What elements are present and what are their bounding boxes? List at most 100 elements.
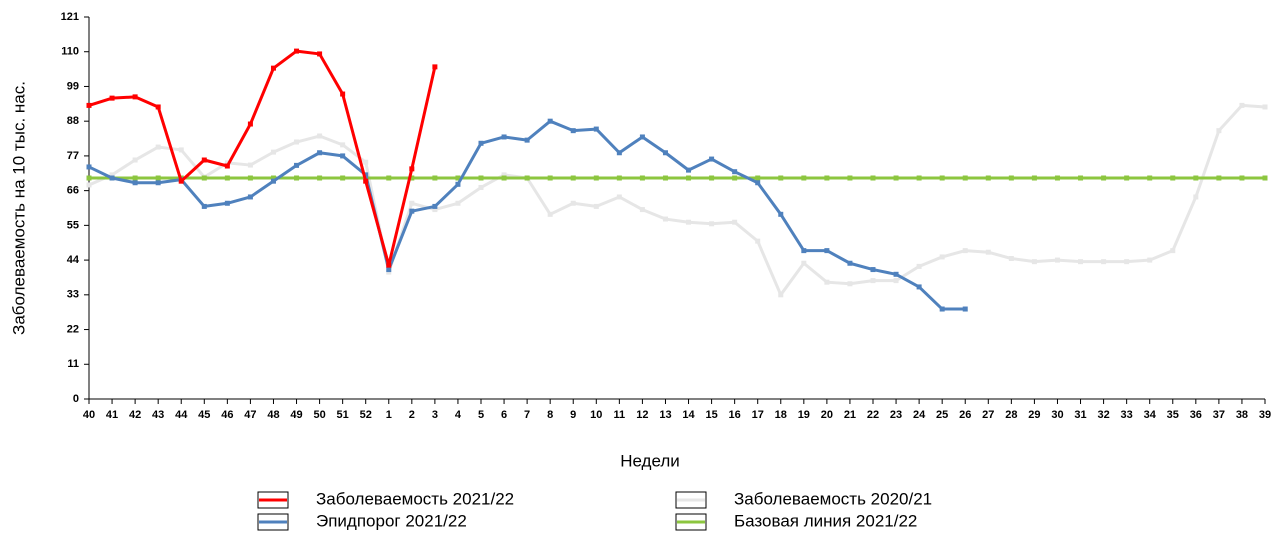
y-tick-label: 77 [67, 150, 79, 162]
data-point [155, 180, 161, 186]
x-tick-label: 20 [821, 409, 833, 421]
data-point [247, 121, 253, 127]
data-point [432, 64, 438, 70]
data-point [824, 175, 830, 181]
data-point [455, 200, 461, 206]
x-tick-label: 15 [705, 409, 717, 421]
data-point [432, 203, 438, 209]
data-point [801, 175, 807, 181]
x-tick-label: 39 [1259, 409, 1271, 421]
x-tick-label: 10 [590, 409, 602, 421]
data-point [478, 184, 484, 190]
series-line [88, 49, 437, 267]
data-point [109, 175, 115, 181]
x-tick-label: 38 [1236, 409, 1248, 421]
x-tick-label: 33 [1121, 409, 1133, 421]
x-tick-label: 9 [570, 409, 576, 421]
data-point [501, 175, 507, 181]
data-point [870, 175, 876, 181]
data-point [1008, 256, 1014, 262]
data-point [155, 144, 161, 150]
data-point [939, 254, 945, 260]
x-tick-label: 43 [152, 409, 164, 421]
y-tick-label: 55 [67, 219, 79, 231]
data-point [224, 200, 230, 206]
data-point [732, 175, 738, 181]
x-tick-label: 51 [337, 409, 349, 421]
series-line [88, 119, 966, 311]
y-tick-label: 0 [73, 393, 79, 405]
data-point [317, 150, 323, 156]
x-tick-label: 12 [636, 409, 648, 421]
data-point [224, 163, 230, 169]
data-point [432, 207, 438, 213]
data-point [893, 175, 899, 181]
data-point [1239, 102, 1245, 108]
data-point [593, 175, 599, 181]
data-point [801, 260, 807, 266]
data-point [686, 175, 692, 181]
x-tick-label: 22 [867, 409, 879, 421]
data-point [524, 137, 530, 143]
x-tick-label: 11 [614, 409, 626, 421]
data-point [178, 147, 184, 153]
x-tick-label: 24 [913, 409, 926, 421]
x-tick-label: 30 [1051, 409, 1063, 421]
data-point [570, 175, 576, 181]
data-point [893, 271, 899, 277]
x-tick-label: 8 [547, 409, 553, 421]
data-point [86, 102, 92, 108]
data-point [524, 175, 530, 181]
data-point [340, 175, 346, 181]
x-tick-label: 4 [455, 409, 462, 421]
data-point [247, 162, 253, 168]
data-point [962, 306, 968, 312]
data-point [662, 150, 668, 156]
x-tick-label: 35 [1167, 409, 1179, 421]
x-tick-label: 45 [198, 409, 210, 421]
x-tick-label: 6 [501, 409, 507, 421]
y-tick-label: 44 [67, 254, 80, 266]
series-line [88, 103, 1266, 297]
legend-label: Базовая линия 2021/22 [734, 511, 917, 530]
data-point [616, 150, 622, 156]
x-tick-label: 37 [1213, 409, 1225, 421]
x-tick-label: 16 [729, 409, 741, 421]
x-axis-title: Недели [620, 451, 680, 470]
x-tick-label: 28 [1005, 409, 1017, 421]
data-point [201, 175, 207, 181]
x-tick-label: 49 [290, 409, 302, 421]
data-point [1078, 175, 1084, 181]
data-point [755, 238, 761, 244]
x-tick-label: 50 [313, 409, 325, 421]
data-point [709, 175, 715, 181]
data-point [985, 249, 991, 255]
x-tick-label: 46 [221, 409, 233, 421]
x-tick-label: 21 [844, 409, 856, 421]
data-point [294, 162, 300, 168]
data-point [501, 134, 507, 140]
y-tick-label: 99 [67, 80, 79, 92]
data-point [616, 175, 622, 181]
data-point [340, 153, 346, 159]
data-point [939, 306, 945, 312]
data-point [386, 269, 392, 275]
y-axis-title: Заболеваемость на 10 тыс. нас. [9, 81, 28, 335]
x-tick-label: 25 [936, 409, 948, 421]
data-point [1216, 175, 1222, 181]
data-point [294, 48, 300, 54]
x-tick-label: 13 [659, 409, 671, 421]
data-point [455, 175, 461, 181]
data-point [547, 118, 553, 124]
data-point [939, 175, 945, 181]
data-point [270, 178, 276, 184]
data-point [593, 203, 599, 209]
y-tick-label: 22 [67, 323, 79, 335]
x-tick-label: 14 [682, 409, 695, 421]
data-point [1193, 194, 1199, 200]
data-point [155, 175, 161, 181]
data-point [801, 248, 807, 254]
x-tick-label: 29 [1028, 409, 1040, 421]
data-point [1170, 248, 1176, 254]
